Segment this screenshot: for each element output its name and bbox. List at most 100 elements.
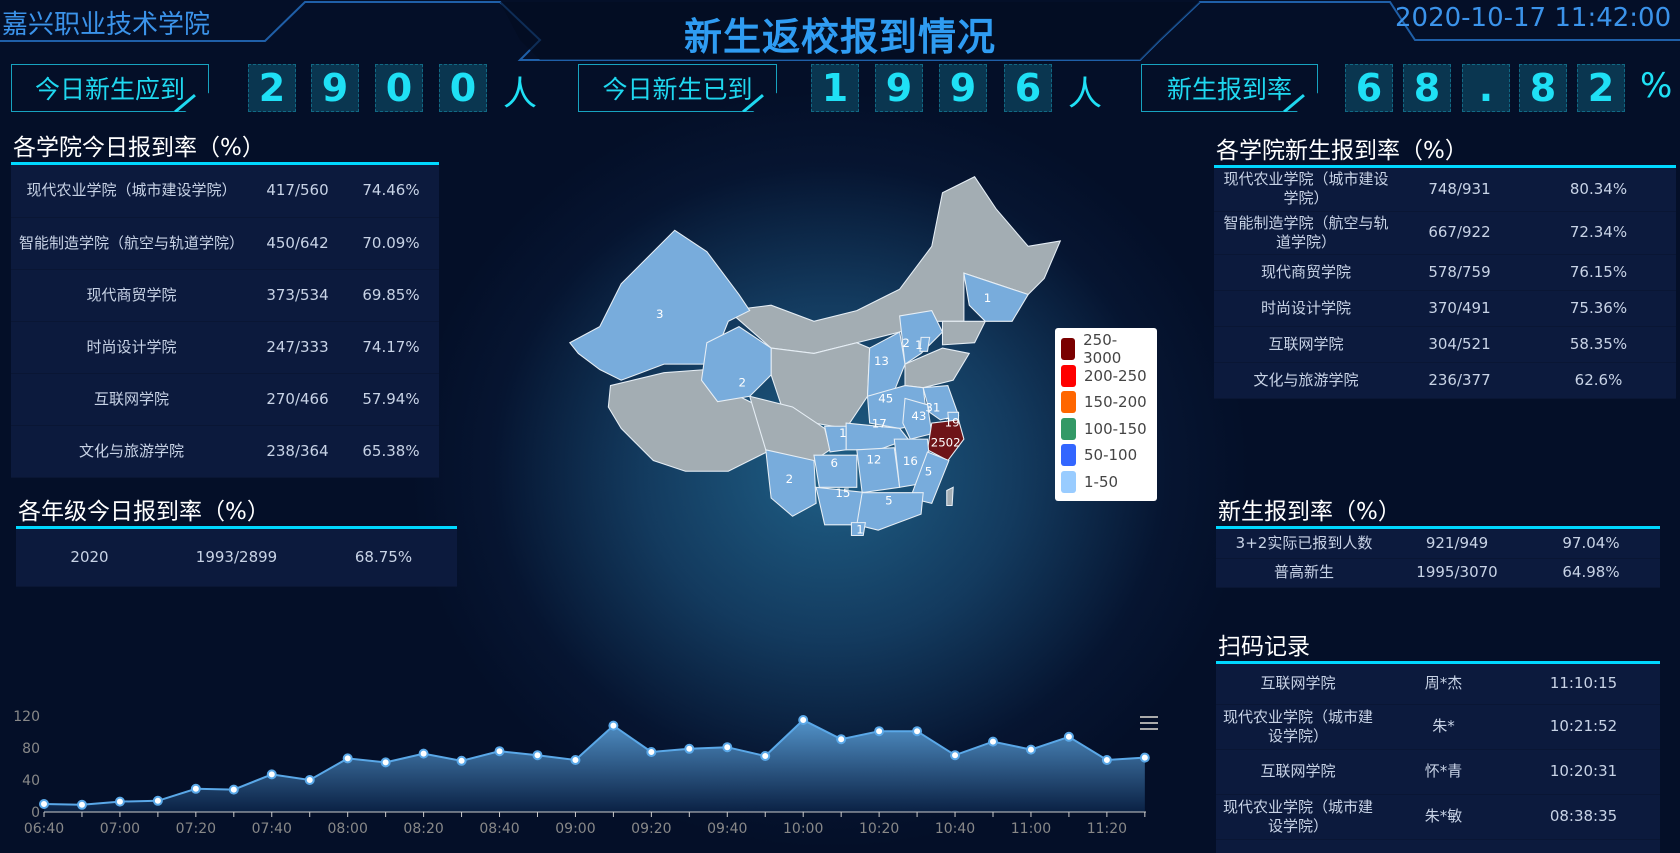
data-point[interactable] [684,743,695,754]
menu-icon[interactable] [1140,716,1158,730]
map-region-fujian[interactable] [909,451,950,505]
data-point[interactable] [1063,731,1074,742]
map-region-tianjin[interactable] [919,336,931,352]
data-point[interactable] [304,775,315,785]
digit: 8 [1519,64,1567,112]
college-today-panel: 各学院今日报到率（%） 现代农业学院（城市建设学院） 417/560 74.46% 智… [11,128,439,478]
map-region-anhui[interactable] [902,397,933,440]
table-cell: 3+2实际已报到人数 [1216,529,1392,559]
table-cell [1380,839,1507,853]
map-region-shanxi[interactable] [866,331,906,397]
table-cell: 互联网学院 [11,373,252,426]
x-tick-label: 07:00 [100,821,140,837]
table-cell: 互联网学院 [1216,664,1380,705]
legend-label: 100-150 [1084,419,1147,438]
legend-item[interactable]: 150-200 [1061,389,1151,416]
y-tick-label: 80 [22,741,40,757]
map-region-chongqing[interactable] [824,425,847,453]
legend-item[interactable]: 100-150 [1061,416,1151,443]
legend-swatch [1061,417,1076,440]
divider [16,526,457,529]
legend-label: 50-100 [1084,446,1138,465]
map-value-label: 5 [925,465,933,479]
data-point[interactable] [532,750,543,761]
data-point[interactable] [874,726,885,737]
digit: 2 [1577,64,1625,112]
y-tick-label: 120 [13,709,40,725]
table-cell: 智能制造学院（航空与 [1216,839,1380,853]
data-point[interactable] [228,784,239,795]
map-region-guangdong[interactable] [856,492,924,531]
map-value-label: 1 [856,522,864,536]
map-region-taiwan[interactable] [946,486,954,507]
data-point[interactable] [494,746,505,757]
table-cell: 370/491 [1398,290,1521,327]
unit: 人 [1068,74,1102,114]
data-point[interactable] [266,769,277,780]
map-region-guizhou[interactable] [813,454,858,488]
legend-item[interactable]: 250-3000 [1061,331,1151,367]
map-region-liaoning[interactable] [941,320,987,346]
legend-item[interactable]: 200-250 [1061,363,1151,390]
data-point[interactable] [456,755,467,766]
rate-label: 新生报到率 [1141,64,1318,112]
map-region-hainan[interactable] [850,522,867,537]
legend-item[interactable]: 1-50 [1061,469,1151,496]
data-point[interactable] [722,742,733,753]
map-value-label: 12 [866,453,881,467]
table-cell: 08:38:35 [1507,794,1660,840]
map-region-yunnan[interactable] [765,449,817,517]
data-point[interactable] [76,799,87,810]
x-tick-label: 11:00 [1011,821,1051,837]
table-row: 时尚设计学院 370/491 75.36% [1214,290,1676,327]
map-region-mid_gray[interactable] [770,342,871,429]
data-point[interactable] [608,720,619,731]
data-point[interactable] [1139,752,1150,763]
unit: 人 [503,74,537,114]
data-point[interactable] [380,757,391,768]
table-row: 3+2实际已报到人数 921/949 97.04% [1216,529,1660,559]
data-point[interactable] [114,796,125,807]
table-cell: 238/364 [252,425,343,478]
table-row: 现代农业学院（城市建设学院） 417/560 74.46% [11,165,439,218]
data-point[interactable] [152,795,163,806]
map-region-gray_north[interactable] [727,176,1062,354]
data-point[interactable] [1101,755,1112,765]
map-value-label: 16 [903,454,918,468]
table-row: 现代农业学院（城市建设学院） 748/931 80.34% [1214,168,1676,212]
page-title: 新生返校报到情况 [683,15,996,59]
x-tick-label: 09:40 [707,821,747,837]
data-point[interactable] [418,748,429,759]
data-point[interactable] [836,734,847,745]
map-region-jilin[interactable] [963,272,1029,322]
digit: 9 [875,64,923,112]
table-cell: 互联网学院 [1214,326,1398,363]
legend-item[interactable]: 50-100 [1061,442,1151,469]
data-point[interactable] [1025,744,1036,755]
map-region-qinghai[interactable] [700,326,772,403]
x-tick-label: 10:40 [935,821,975,837]
data-point[interactable] [912,726,923,737]
map-region-xinjiang[interactable] [568,229,751,381]
data-point[interactable] [39,799,49,809]
digit: 8 [1403,64,1451,112]
table-row: 互联网学院 270/466 57.94% [11,373,439,426]
table-row: 现代农业学院（城市建设学院） 朱* 10:21:52 [1216,704,1660,750]
data-point[interactable] [950,750,961,761]
data-point[interactable] [646,747,657,757]
data-point[interactable] [570,755,581,765]
data-point[interactable] [342,753,353,764]
x-tick-label: 11:20 [1087,821,1127,837]
table-cell: 时尚设计学院 [11,321,252,374]
table-cell: 现代商贸学院 [1214,254,1398,291]
data-point[interactable] [190,783,201,794]
table-cell: 文化与旅游学院 [1214,362,1398,399]
map-value-label: 1 [984,291,992,305]
data-point[interactable] [760,751,771,761]
data-point[interactable] [988,736,998,747]
data-point[interactable] [798,715,809,725]
digit: 6 [1004,64,1052,112]
table-cell: 智能制造学院（航空与轨道学院） [1214,211,1398,255]
header-frame [0,0,1680,61]
